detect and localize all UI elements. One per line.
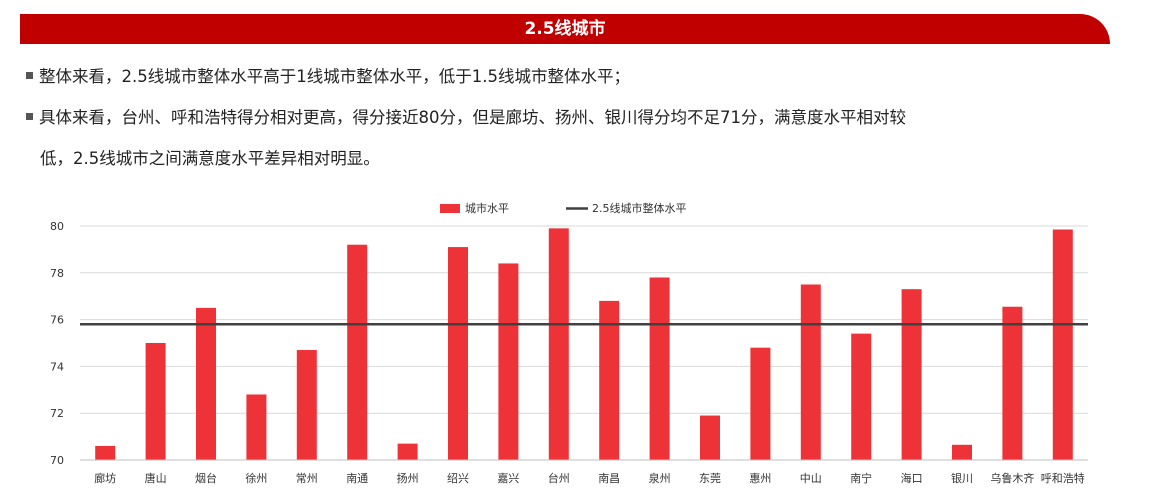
bar-11 [649,277,670,460]
bullet-overall-text: 整体来看，2.5线城市整体水平高于1线城市整体水平，低于1.5线城市整体水平； [39,67,630,86]
legend-bar-swatch [440,204,460,213]
x-tick-label: 银川 [951,471,973,485]
x-tick-label: 南昌 [598,472,620,485]
bar-4 [296,350,317,460]
x-tick-label: 海口 [901,471,923,485]
y-tick-label: 70 [50,454,64,467]
bar-6 [397,443,418,460]
x-tick-label: 呼和浩特 [1041,471,1085,485]
bar-2 [196,307,216,460]
x-tick-label: 南通 [346,472,368,485]
bullet-overall: 整体来看，2.5线城市整体水平高于1线城市整体水平，低于1.5线城市整体水平； [26,66,630,88]
x-tick-label: 乌鲁木齐 [990,471,1034,485]
legend-bar-label: 城市水平 [465,201,509,215]
y-tick-label: 72 [50,407,64,420]
x-tick-label: 中山 [800,472,822,485]
bar-10 [599,300,620,460]
bar-16 [901,289,922,460]
y-tick-label: 80 [50,220,64,233]
legend: 城市水平 2.5线城市整体水平 [440,201,687,215]
x-tick-label: 烟台 [195,471,217,485]
bar-8 [498,263,519,460]
x-tick-label: 嘉兴 [497,471,519,485]
x-tick-label: 廊坊 [94,471,116,485]
y-tick-label: 76 [50,314,64,327]
x-tick-label: 绍兴 [447,471,469,485]
bars [95,228,1073,460]
bar-1 [145,343,166,460]
x-tick-label: 徐州 [245,471,267,485]
bar-18 [1002,306,1023,460]
bar-7 [448,247,468,460]
x-tick-label: 扬州 [397,471,419,485]
bar-3 [246,394,267,460]
bullet-square-icon [26,113,33,120]
city-satisfaction-chart: 70 72 74 76 78 80 廊坊 唐山 烟台 徐州 常州 南通 扬州 绍兴 嘉兴 台州 南昌 泉州 东莞 惠… [50,201,1088,485]
bullet-detail: 具体来看，台州、呼和浩特得分相对更高，得分接近80分，但是廊坊、扬州、银川得分均… [26,107,906,129]
bullet-detail-text-line2: 低，2.5线城市之间满意度水平差异相对明显。 [40,149,380,168]
bullet-square-icon [26,72,33,79]
section-title: 2.5线城市 [524,19,606,39]
bar-5 [347,244,368,460]
bar-12 [700,415,720,460]
x-tick-label: 台州 [548,471,570,485]
x-tick-label: 唐山 [145,471,167,485]
bar-0 [95,445,116,460]
bar-17 [952,444,972,460]
y-axis: 70 72 74 76 78 80 [50,220,64,467]
bar-13 [750,347,771,460]
bar-9 [548,228,569,460]
y-tick-label: 74 [50,360,64,373]
y-tick-label: 78 [50,267,64,280]
bullet-detail-text-line1: 具体来看，台州、呼和浩特得分相对更高，得分接近80分，但是廊坊、扬州、银川得分均… [39,108,906,127]
x-tick-label: 常州 [296,472,318,485]
x-tick-label: 南宁 [850,471,872,485]
legend-line-label: 2.5线城市整体水平 [592,201,687,215]
gridlines [80,225,1088,461]
bar-15 [851,333,872,460]
bar-19 [1052,229,1073,460]
x-tick-label: 惠州 [749,471,771,485]
x-tick-label: 泉州 [649,471,671,485]
bar-14 [800,284,821,460]
x-tick-label: 东莞 [699,472,721,485]
x-axis: 廊坊 唐山 烟台 徐州 常州 南通 扬州 绍兴 嘉兴 台州 南昌 泉州 东莞 惠州 中山 南宁 海口 银川 乌鲁木齐… [80,459,1088,485]
section-banner: 2.5线城市 [20,14,1110,44]
